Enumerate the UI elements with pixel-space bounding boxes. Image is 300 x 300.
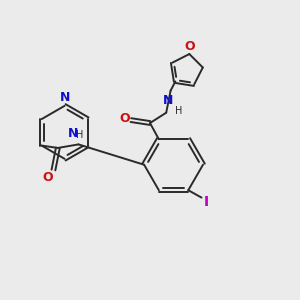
Text: H: H	[175, 106, 182, 116]
Text: H: H	[76, 130, 83, 140]
Text: O: O	[184, 40, 195, 52]
Text: N: N	[59, 91, 70, 104]
Text: N: N	[68, 127, 78, 140]
Text: N: N	[163, 94, 173, 107]
Text: I: I	[203, 195, 208, 209]
Text: O: O	[42, 172, 53, 184]
Text: O: O	[120, 112, 130, 125]
